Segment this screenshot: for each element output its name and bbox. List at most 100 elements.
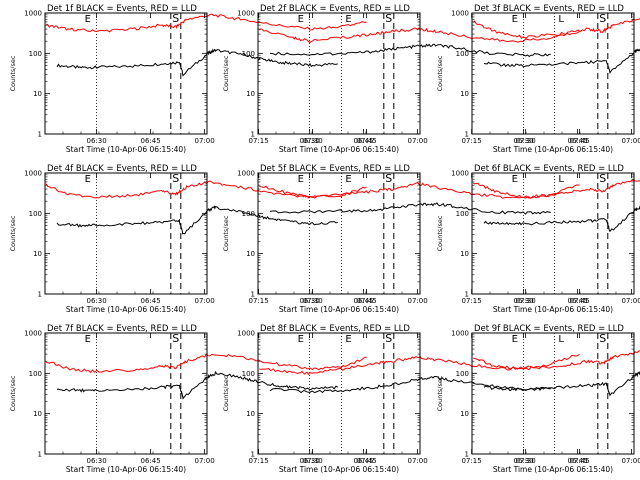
chart-title: Det 9f BLACK = Events, RED = LLD bbox=[474, 324, 624, 334]
y-axis-label: Counts/sec bbox=[9, 215, 17, 251]
events-series-line bbox=[483, 205, 640, 233]
x-tick-label: 06:30 bbox=[514, 297, 534, 305]
y-tick-label: 100 bbox=[29, 210, 42, 218]
x-tick-label: 07:00 bbox=[408, 137, 428, 145]
marker-label: S bbox=[385, 172, 392, 185]
y-tick-label: 1 bbox=[251, 131, 255, 139]
y-tick-label: 10 bbox=[246, 90, 255, 98]
x-tick-label: 07:00 bbox=[195, 457, 215, 465]
x-tick-label: 06:30 bbox=[300, 137, 320, 145]
plot-frame bbox=[471, 12, 635, 135]
y-tick-label: 100 bbox=[242, 370, 255, 378]
x-tick-label: 07:45 bbox=[357, 457, 377, 465]
marker-label: E bbox=[85, 334, 91, 345]
marker-label: S bbox=[172, 172, 179, 185]
y-tick-label: 1 bbox=[251, 291, 255, 299]
events-series-line bbox=[269, 43, 551, 58]
lld-series-line bbox=[46, 13, 367, 33]
marker-label: E bbox=[512, 174, 518, 185]
y-tick-label: 1000 bbox=[451, 330, 469, 338]
marker-label: L bbox=[558, 174, 564, 185]
lld-series-line bbox=[472, 179, 640, 199]
y-tick-label: 100 bbox=[456, 370, 469, 378]
marker-label: S bbox=[385, 12, 392, 25]
chart-title: Det 4f BLACK = Events, RED = LLD bbox=[47, 164, 197, 174]
y-tick-label: 10 bbox=[246, 410, 255, 418]
chart-title: Det 2f BLACK = Events, RED = LLD bbox=[260, 4, 410, 14]
events-series-line bbox=[483, 371, 640, 397]
y-tick-label: 10 bbox=[246, 250, 255, 258]
y-tick-label: 1 bbox=[38, 131, 42, 139]
marker-label: L bbox=[558, 334, 564, 345]
plot-frame bbox=[471, 172, 635, 295]
y-tick-label: 1000 bbox=[237, 170, 255, 178]
y-tick-label: 10 bbox=[33, 250, 42, 258]
x-tick-label: 07:15 bbox=[462, 137, 482, 145]
y-tick-label: 100 bbox=[456, 50, 469, 58]
lld-series-line bbox=[46, 353, 367, 374]
x-tick-label: 07:30 bbox=[303, 137, 323, 145]
y-axis-label: Counts/sec bbox=[222, 375, 230, 411]
x-tick-label: 07:30 bbox=[303, 297, 323, 305]
y-axis-label: Counts/sec bbox=[222, 215, 230, 251]
x-tick-label: 07:00 bbox=[622, 137, 640, 145]
x-tick-label: 07:15 bbox=[249, 457, 269, 465]
x-tick-label: 07:45 bbox=[570, 297, 590, 305]
x-tick-label: 07:00 bbox=[622, 297, 640, 305]
x-tick-label: 07:15 bbox=[249, 137, 269, 145]
x-tick-label: 07:30 bbox=[303, 457, 323, 465]
x-tick-label: 06:30 bbox=[300, 297, 320, 305]
plot-frame bbox=[257, 12, 421, 135]
lld-series-line bbox=[259, 353, 580, 376]
y-tick-label: 100 bbox=[29, 370, 42, 378]
x-axis-label: Start Time (10-Apr-06 06:15:40) bbox=[66, 305, 186, 314]
chart-title: Det 3f BLACK = Events, RED = LLD bbox=[474, 4, 624, 14]
marker-label: E bbox=[85, 14, 91, 25]
x-tick-label: 07:30 bbox=[516, 457, 536, 465]
events-series-line bbox=[56, 205, 338, 235]
lld-series-line bbox=[258, 27, 580, 44]
y-tick-label: 1 bbox=[38, 451, 42, 459]
x-tick-label: 06:30 bbox=[514, 457, 534, 465]
chart-title: Det 5f BLACK = Events, RED = LLD bbox=[260, 164, 410, 174]
marker-label: E bbox=[85, 174, 91, 185]
plot-frame bbox=[44, 172, 208, 295]
x-tick-label: 06:30 bbox=[87, 137, 107, 145]
x-tick-label: 07:45 bbox=[357, 297, 377, 305]
marker-label: E bbox=[298, 14, 304, 25]
marker-label: S bbox=[172, 12, 179, 25]
x-tick-label: 07:00 bbox=[408, 457, 428, 465]
y-tick-label: 10 bbox=[460, 90, 469, 98]
x-tick-label: 07:00 bbox=[408, 297, 428, 305]
y-tick-label: 1000 bbox=[237, 330, 255, 338]
marker-label: E bbox=[512, 334, 518, 345]
y-tick-label: 1000 bbox=[451, 170, 469, 178]
y-tick-label: 100 bbox=[242, 210, 255, 218]
y-tick-label: 100 bbox=[29, 50, 42, 58]
plot-frame bbox=[44, 332, 208, 455]
x-tick-label: 07:15 bbox=[249, 297, 269, 305]
y-axis-label: Counts/sec bbox=[436, 215, 444, 251]
y-tick-label: 1 bbox=[38, 291, 42, 299]
chart-panel: Det 6f BLACK = Events, RED = LLD Counts/s… bbox=[436, 164, 640, 314]
chart-title: Det 6f BLACK = Events, RED = LLD bbox=[474, 164, 624, 174]
y-tick-label: 1 bbox=[251, 451, 255, 459]
y-tick-label: 1000 bbox=[24, 10, 42, 18]
events-series-line bbox=[483, 48, 640, 75]
chart-panel: Det 8f BLACK = Events, RED = LLD Counts/s… bbox=[222, 324, 590, 474]
lld-series-line bbox=[45, 180, 367, 199]
marker-label: E bbox=[298, 174, 304, 185]
x-tick-label: 06:45 bbox=[141, 457, 161, 465]
lld-series-line bbox=[259, 182, 580, 199]
x-tick-label: 06:30 bbox=[87, 297, 107, 305]
y-axis-label: Counts/sec bbox=[436, 375, 444, 411]
marker-label: E bbox=[345, 334, 351, 345]
y-tick-label: 1000 bbox=[24, 170, 42, 178]
x-axis-label: Start Time (10-Apr-06 06:15:40) bbox=[66, 465, 186, 474]
x-tick-label: 06:45 bbox=[141, 297, 161, 305]
marker-label: E bbox=[298, 334, 304, 345]
y-tick-label: 10 bbox=[33, 90, 42, 98]
x-tick-label: 07:00 bbox=[195, 297, 215, 305]
chart-panel: Det 3f BLACK = Events, RED = LLD Counts/s… bbox=[436, 4, 640, 154]
